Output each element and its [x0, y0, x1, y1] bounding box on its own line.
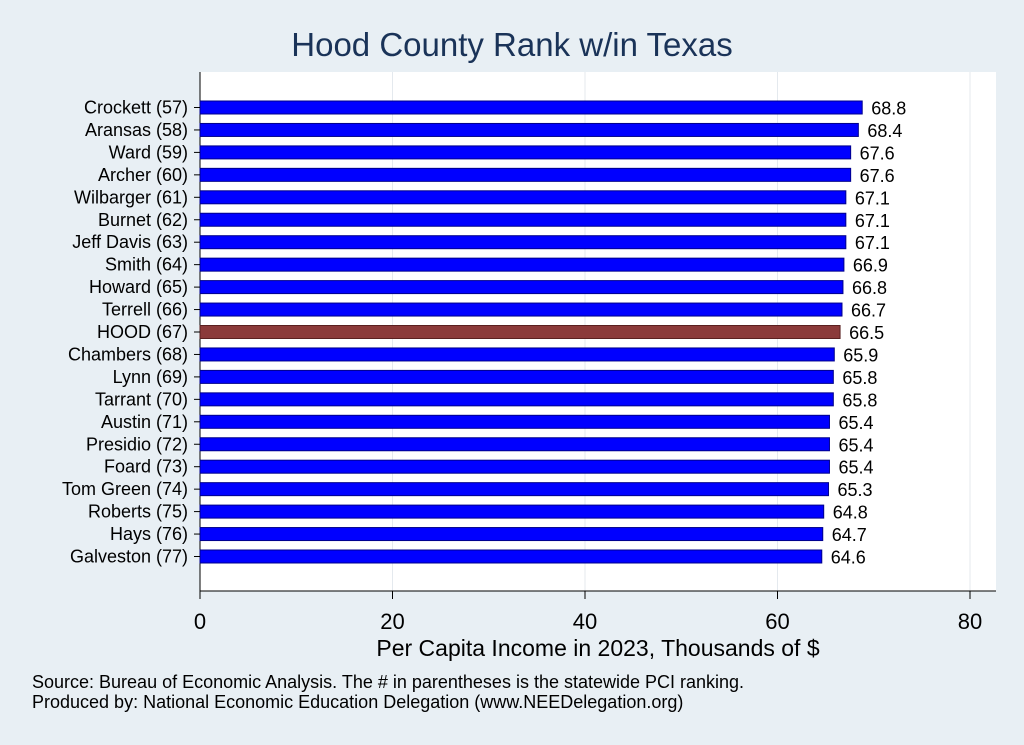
- bar: [199, 325, 841, 339]
- data-label: 67.1: [855, 233, 890, 253]
- data-label: 67.1: [855, 211, 890, 231]
- category-label: Burnet (62): [98, 210, 188, 230]
- data-label: 67.6: [860, 143, 895, 163]
- category-label: Howard (65): [89, 277, 188, 297]
- data-label: 65.8: [842, 368, 877, 388]
- chart-title: Hood County Rank w/in Texas: [291, 26, 733, 63]
- x-tick-label: 0: [194, 609, 206, 634]
- category-label: HOOD (67): [97, 322, 188, 342]
- source-note: Source: Bureau of Economic Analysis. The…: [32, 672, 745, 692]
- data-label: 68.8: [871, 99, 906, 119]
- bar: [199, 212, 847, 227]
- bar: [199, 414, 830, 429]
- category-label: Terrell (66): [102, 300, 188, 320]
- bar: [199, 549, 823, 564]
- category-label: Chambers (68): [68, 344, 188, 364]
- data-label: 64.8: [833, 503, 868, 523]
- data-label: 65.9: [843, 345, 878, 365]
- data-label: 65.4: [838, 458, 873, 478]
- category-label: Austin (71): [101, 412, 188, 432]
- data-label: 64.6: [831, 548, 866, 568]
- bar: [199, 482, 830, 497]
- bar: [199, 347, 835, 362]
- category-label: Foard (73): [104, 457, 188, 477]
- data-label: 65.3: [838, 480, 873, 500]
- x-tick-label: 40: [573, 609, 597, 634]
- category-label: Aransas (58): [85, 120, 188, 140]
- bar: [199, 167, 852, 182]
- bar: [199, 459, 830, 474]
- bar: [199, 100, 863, 115]
- category-label: Presidio (72): [86, 434, 188, 454]
- category-label: Galveston (77): [70, 547, 188, 567]
- category-label: Jeff Davis (63): [72, 232, 188, 252]
- bar: [199, 504, 825, 519]
- data-label: 65.4: [838, 413, 873, 433]
- bar: [199, 257, 845, 272]
- data-label: 66.8: [852, 278, 887, 298]
- bar: [199, 527, 824, 542]
- data-label: 67.1: [855, 188, 890, 208]
- category-label: Roberts (75): [88, 502, 188, 522]
- producer-note: Produced by: National Economic Education…: [32, 692, 684, 712]
- x-tick-label: 20: [380, 609, 404, 634]
- x-tick-label: 60: [765, 609, 789, 634]
- category-label: Tarrant (70): [95, 389, 188, 409]
- data-label: 66.5: [849, 323, 884, 343]
- data-label: 65.8: [842, 390, 877, 410]
- data-label: 65.4: [838, 435, 873, 455]
- bar: [199, 392, 834, 407]
- data-label: 67.6: [860, 166, 895, 186]
- bar: [199, 302, 843, 317]
- category-label: Hays (76): [110, 524, 188, 544]
- category-label: Archer (60): [98, 165, 188, 185]
- bar: [199, 280, 844, 295]
- category-label: Wilbarger (61): [74, 187, 188, 207]
- bar: [199, 437, 830, 452]
- x-tick-label: 80: [958, 609, 982, 634]
- x-axis-label: Per Capita Income in 2023, Thousands of …: [376, 635, 819, 661]
- bar: [199, 145, 852, 160]
- category-label: Smith (64): [105, 255, 188, 275]
- category-label: Crockett (57): [84, 98, 188, 118]
- data-label: 66.7: [851, 301, 886, 321]
- data-label: 68.4: [867, 121, 902, 141]
- category-label: Tom Green (74): [62, 479, 188, 499]
- data-label: 64.7: [832, 525, 867, 545]
- bar: [199, 369, 834, 384]
- bar: [199, 235, 847, 250]
- category-label: Ward (59): [109, 142, 188, 162]
- data-label: 66.9: [853, 256, 888, 276]
- category-label: Lynn (69): [113, 367, 188, 387]
- bar: [199, 190, 847, 205]
- bar: [199, 122, 859, 137]
